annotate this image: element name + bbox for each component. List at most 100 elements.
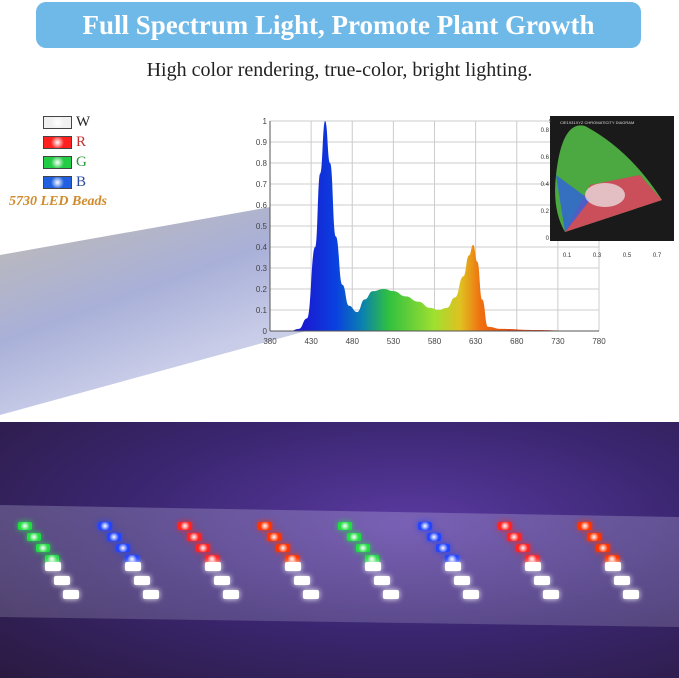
- cie-y-tick: 0.4: [541, 182, 550, 188]
- aquarium-photo: [0, 422, 679, 678]
- led-bead: [125, 555, 139, 563]
- legend-label: R: [76, 133, 87, 150]
- cie-x-tick: 0.1: [563, 253, 572, 259]
- white-led-bead: [365, 562, 381, 571]
- white-led-bead: [534, 576, 550, 585]
- cie-y-label: y: [549, 118, 552, 124]
- x-tick-label: 430: [304, 337, 318, 346]
- white-led-bead: [303, 590, 319, 599]
- led-bead: [587, 533, 601, 541]
- chart-section: W R G B 5730 LED Beads: [0, 105, 679, 422]
- led-beads-caption: 5730 LED Beads: [9, 194, 107, 209]
- legend-item-g: G: [43, 152, 90, 172]
- white-led-bead: [223, 590, 239, 599]
- legend-label: G: [76, 153, 87, 170]
- led-bead: [596, 544, 610, 552]
- white-led-bead: [543, 590, 559, 599]
- legend-label: B: [76, 173, 87, 190]
- cie-y-tick: 0.8: [541, 128, 550, 134]
- led-bead: [365, 555, 379, 563]
- white-led-bead: [445, 562, 461, 571]
- subtitle: High color rendering, true-color, bright…: [146, 59, 533, 81]
- led-bead: [507, 533, 521, 541]
- led-bead: [516, 544, 530, 552]
- led-bead: [196, 544, 210, 552]
- led-bead: [178, 522, 192, 530]
- led-bead: [116, 544, 130, 552]
- led-bead: [418, 522, 432, 530]
- x-tick-label: 480: [346, 337, 360, 346]
- led-bead: [27, 533, 41, 541]
- y-tick-label: 0.1: [256, 306, 268, 315]
- blue-led-swatch: [43, 175, 72, 189]
- led-bead: [36, 544, 50, 552]
- led-bead: [525, 555, 539, 563]
- led-bead: [187, 533, 201, 541]
- white-led-bead: [143, 590, 159, 599]
- red-led-swatch: [43, 135, 72, 149]
- white-led-bead: [614, 576, 630, 585]
- y-tick-label: 0.3: [256, 264, 268, 273]
- led-bead: [427, 533, 441, 541]
- spectrum-area: [290, 121, 583, 331]
- white-led-bead: [214, 576, 230, 585]
- white-led-bead: [374, 576, 390, 585]
- white-led-bead: [285, 562, 301, 571]
- x-tick-label: 380: [263, 337, 277, 346]
- y-tick-label: 0.6: [256, 201, 268, 210]
- white-led-bead: [63, 590, 79, 599]
- led-bead: [498, 522, 512, 530]
- cie-inset: CIE1931XYZ CHROMATICITY DIAGRAM y 0.1 0.3…: [541, 116, 674, 259]
- led-bead: [285, 555, 299, 563]
- y-tick-label: 0: [263, 327, 268, 336]
- green-led-swatch: [43, 155, 72, 169]
- legend-item-w: W: [43, 112, 90, 132]
- y-tick-label: 1: [263, 117, 268, 126]
- led-bead: [267, 533, 281, 541]
- white-led-bead: [134, 576, 150, 585]
- x-tick-label: 780: [592, 337, 606, 346]
- cie-x-tick: 0.5: [623, 253, 632, 259]
- header-section: Full Spectrum Light, Promote Plant Growt…: [0, 0, 679, 105]
- led-bead: [45, 555, 59, 563]
- cie-x-tick: 0.3: [593, 253, 602, 259]
- led-bead: [338, 522, 352, 530]
- y-tick-label: 0.4: [256, 243, 268, 252]
- white-led-swatch: [43, 115, 72, 129]
- legend-item-b: B: [43, 172, 90, 192]
- white-led-bead: [454, 576, 470, 585]
- y-tick-label: 0.8: [256, 159, 268, 168]
- led-bead: [436, 544, 450, 552]
- white-led-bead: [605, 562, 621, 571]
- led-bead: [205, 555, 219, 563]
- led-legend: W R G B: [43, 112, 90, 192]
- white-led-bead: [205, 562, 221, 571]
- x-tick-label: 630: [469, 337, 483, 346]
- led-bead: [258, 522, 272, 530]
- spectrum-chart: 380 430 480 530 580 630 680 730 780 0 0.1 0.2 0.3 0.4…: [256, 116, 674, 346]
- cie-y-tick: 0: [546, 236, 550, 242]
- led-bead: [98, 522, 112, 530]
- x-tick-label: 530: [387, 337, 401, 346]
- led-bead: [605, 555, 619, 563]
- y-tick-label: 0.2: [256, 285, 268, 294]
- white-led-bead: [294, 576, 310, 585]
- y-tick-label: 0.7: [256, 180, 268, 189]
- y-tick-label: 0.9: [256, 138, 268, 147]
- legend-label: W: [76, 113, 91, 130]
- white-led-bead: [463, 590, 479, 599]
- led-bead-group: [0, 422, 679, 678]
- white-led-bead: [54, 576, 70, 585]
- white-led-bead: [525, 562, 541, 571]
- cie-x-tick: 0.7: [653, 253, 662, 259]
- led-bead: [276, 544, 290, 552]
- y-tick-label: 0.5: [256, 222, 268, 231]
- page-title: Full Spectrum Light, Promote Plant Growt…: [82, 9, 595, 40]
- cie-y-tick: 0.2: [541, 209, 550, 215]
- led-bead: [578, 522, 592, 530]
- title-banner: Full Spectrum Light, Promote Plant Growt…: [36, 2, 641, 48]
- led-bead: [107, 533, 121, 541]
- x-tick-label: 580: [428, 337, 442, 346]
- led-bead: [356, 544, 370, 552]
